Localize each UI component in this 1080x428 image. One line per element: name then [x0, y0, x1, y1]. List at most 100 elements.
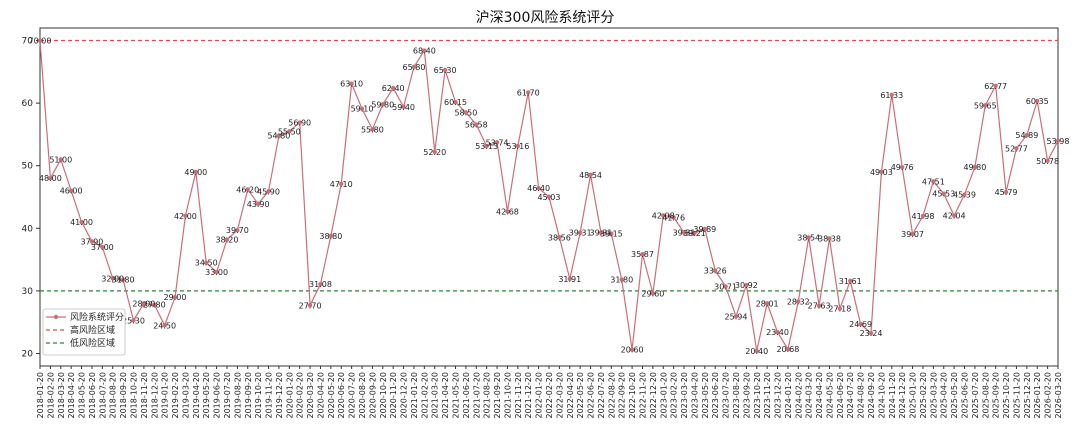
- chart-title: 沪深300风险系统评分: [476, 10, 615, 26]
- score-point: [671, 215, 676, 220]
- data-label: 31.80: [112, 276, 135, 285]
- data-label: 52.20: [423, 148, 446, 157]
- data-label: 25.30: [122, 316, 145, 325]
- score-point: [37, 38, 43, 43]
- data-label: 47.10: [330, 180, 353, 189]
- x-tick-label: 2020-11-20: [389, 372, 398, 419]
- x-tick-label: 2019-07-20: [223, 372, 232, 419]
- data-label: 45.03: [538, 193, 561, 202]
- x-tick-label: 2022-01-20: [535, 372, 544, 419]
- x-tick-label: 2020-10-20: [379, 372, 388, 419]
- data-label: 61.33: [880, 91, 903, 100]
- data-label: 45.39: [953, 191, 976, 200]
- data-label: 49.80: [963, 163, 986, 172]
- data-label: 50.78: [1036, 157, 1059, 166]
- x-tick-label: 2018-12-20: [150, 372, 159, 419]
- score-point: [58, 157, 63, 162]
- score-point: [972, 164, 978, 170]
- x-tick-label: 2021-12-20: [524, 372, 533, 419]
- x-tick-label: 2020-12-20: [400, 372, 409, 419]
- data-label: 39.31: [569, 229, 592, 238]
- data-label: 30.71: [714, 282, 737, 291]
- data-label: 53.13: [475, 142, 498, 151]
- score-point: [619, 277, 624, 282]
- score-point: [183, 213, 188, 218]
- series-group: [37, 38, 1061, 354]
- x-tick-label: 2019-12-20: [275, 372, 284, 419]
- data-label: 24.50: [153, 321, 176, 330]
- x-tick-label: 2020-05-20: [327, 372, 336, 419]
- score-point: [744, 282, 749, 288]
- data-label: 29.00: [164, 293, 187, 302]
- x-tick-label: 2020-09-20: [368, 372, 377, 419]
- x-tick-label: 2022-06-20: [587, 372, 596, 419]
- data-label: 70.00: [29, 37, 52, 46]
- data-label: 59.65: [974, 101, 997, 110]
- data-label: 33.26: [704, 266, 727, 275]
- x-tick-label: 2024-04-20: [815, 372, 824, 419]
- score-point: [141, 301, 147, 306]
- data-label: 49.03: [870, 168, 893, 177]
- score-point: [650, 291, 656, 296]
- data-label: 24.69: [849, 320, 872, 329]
- x-tick-label: 2023-10-20: [753, 372, 762, 419]
- score-point: [889, 92, 894, 97]
- x-tick-label: 2021-07-20: [472, 372, 481, 419]
- x-tick-label: 2026-01-20: [1033, 372, 1042, 419]
- data-label: 51.00: [49, 155, 72, 164]
- x-tick-label: 2026-02-20: [1044, 372, 1053, 419]
- score-point: [110, 276, 115, 281]
- score-point: [484, 143, 489, 149]
- x-tick-label: 2021-02-20: [420, 372, 429, 419]
- score-point: [204, 260, 209, 265]
- data-label: 28.00: [132, 299, 155, 308]
- data-label: 34.50: [195, 259, 218, 268]
- score-point: [453, 99, 458, 105]
- score-point: [1035, 98, 1040, 104]
- score-point: [1024, 132, 1030, 138]
- data-label: 29.60: [641, 289, 664, 298]
- score-point: [235, 227, 240, 233]
- score-point: [1014, 146, 1019, 151]
- score-point: [287, 129, 292, 134]
- data-label: 35.87: [631, 250, 654, 259]
- data-label: 59.80: [371, 100, 394, 109]
- score-point: [713, 268, 718, 273]
- x-tick-label: 2024-02-20: [794, 372, 803, 419]
- x-tick-label: 2024-12-20: [898, 372, 907, 419]
- score-point: [1055, 138, 1061, 143]
- data-label: 39.07: [901, 230, 924, 239]
- data-label: 46.40: [527, 184, 550, 193]
- score-point: [494, 140, 500, 145]
- score-point: [120, 277, 126, 282]
- data-label: 45.53: [932, 190, 955, 199]
- data-label: 42.04: [943, 212, 966, 221]
- data-label: 60.35: [1026, 97, 1049, 106]
- data-label: 23.24: [860, 329, 883, 338]
- x-tick-label: 2023-02-20: [670, 372, 679, 419]
- data-label: 43.90: [247, 200, 270, 209]
- x-tick-label: 2018-03-20: [57, 372, 66, 419]
- data-label: 45.79: [995, 188, 1018, 197]
- score-point: [816, 303, 822, 308]
- data-label: 31.91: [558, 275, 581, 284]
- x-tick-label: 2024-03-20: [805, 372, 814, 419]
- data-label: 42.00: [174, 212, 197, 221]
- data-label: 25.94: [725, 312, 748, 321]
- x-tick-label: 2022-03-20: [555, 372, 564, 419]
- data-label: 59.10: [351, 105, 374, 114]
- x-tick-label: 2021-01-20: [410, 372, 419, 419]
- score-point: [422, 48, 427, 53]
- data-label: 46.20: [236, 185, 259, 194]
- data-label: 63.10: [340, 80, 363, 89]
- data-label: 60.15: [444, 98, 467, 107]
- score-point: [526, 90, 531, 95]
- x-tick-label: 2025-04-20: [940, 372, 949, 419]
- data-label: 23.40: [766, 328, 789, 337]
- score-point: [598, 230, 604, 235]
- x-tick-label: 2022-02-20: [545, 372, 554, 419]
- score-point: [588, 172, 593, 178]
- score-point: [806, 235, 811, 240]
- data-label: 33.00: [205, 268, 228, 277]
